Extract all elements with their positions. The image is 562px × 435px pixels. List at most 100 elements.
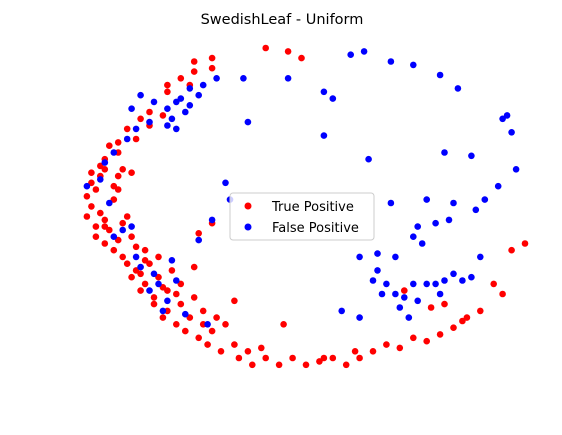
- point-true-positive-12: [137, 115, 144, 123]
- point-true-positive-81: [329, 354, 337, 362]
- point-true-positive-37: [119, 219, 126, 227]
- point-true-positive-104: [190, 263, 198, 271]
- point-true-positive-115: [110, 196, 118, 203]
- legend-label-true-positive: True Positive: [271, 200, 354, 215]
- point-true-positive-39: [101, 240, 109, 247]
- point-true-positive-18: [106, 142, 113, 149]
- point-true-positive-36: [106, 226, 113, 234]
- point-false-positive-76: [208, 216, 216, 224]
- point-true-positive-51: [141, 280, 149, 288]
- point-false-positive-62: [450, 270, 457, 278]
- legend-marker-false-positive: [244, 223, 252, 231]
- point-false-positive-93: [159, 307, 167, 315]
- point-true-positive-61: [190, 294, 198, 301]
- point-false-positive-18: [137, 91, 144, 99]
- point-true-positive-84: [369, 348, 377, 355]
- point-true-positive-65: [199, 307, 207, 315]
- point-true-positive-71: [217, 348, 225, 355]
- point-false-positive-46: [414, 223, 422, 230]
- point-true-positive-91: [463, 314, 471, 321]
- point-true-positive-89: [436, 331, 444, 338]
- point-true-positive-57: [177, 280, 185, 288]
- point-false-positive-8: [199, 81, 207, 89]
- point-true-positive-67: [195, 334, 202, 342]
- point-true-positive-88: [423, 337, 431, 345]
- point-true-positive-54: [137, 287, 144, 294]
- point-false-positive-40: [494, 182, 502, 190]
- point-true-positive-17: [132, 135, 140, 143]
- point-false-positive-22: [146, 118, 153, 126]
- point-true-positive-25: [119, 166, 126, 173]
- point-true-positive-46: [123, 260, 131, 268]
- point-true-positive-21: [88, 169, 95, 176]
- point-false-positive-30: [320, 88, 328, 96]
- point-true-positive-43: [119, 253, 126, 261]
- point-false-positive-86: [182, 310, 189, 318]
- point-true-positive-111: [213, 314, 220, 321]
- point-false-positive-91: [128, 223, 135, 230]
- point-false-positive-78: [168, 257, 176, 264]
- point-true-positive-15: [123, 125, 131, 133]
- point-true-positive-3: [208, 54, 216, 62]
- point-false-positive-28: [83, 182, 91, 190]
- point-true-positive-69: [222, 321, 229, 328]
- point-true-positive-1: [284, 48, 292, 55]
- point-true-positive-32: [97, 209, 104, 217]
- point-true-positive-85: [383, 341, 390, 348]
- point-true-positive-74: [235, 354, 243, 362]
- point-false-positive-37: [468, 152, 475, 160]
- point-true-positive-58: [150, 300, 158, 308]
- point-false-positive-43: [450, 199, 457, 207]
- point-true-positive-11: [146, 108, 153, 116]
- point-true-positive-8: [164, 81, 171, 89]
- point-true-positive-101: [114, 186, 122, 193]
- point-true-positive-30: [83, 193, 91, 200]
- points-layer: [83, 44, 529, 369]
- point-false-positive-29: [240, 75, 247, 82]
- point-true-positive-50: [128, 273, 135, 281]
- point-true-positive-110: [258, 344, 265, 352]
- point-false-positive-53: [356, 253, 363, 261]
- point-false-positive-69: [356, 314, 363, 321]
- point-true-positive-7: [177, 75, 185, 82]
- point-false-positive-49: [410, 233, 417, 240]
- point-true-positive-31: [88, 203, 95, 210]
- point-true-positive-49: [155, 253, 162, 261]
- point-false-positive-83: [150, 270, 158, 278]
- point-true-positive-93: [499, 290, 506, 298]
- point-false-positive-9: [186, 85, 194, 92]
- point-false-positive-47: [432, 219, 439, 227]
- point-true-positive-76: [262, 354, 270, 362]
- point-true-positive-24: [114, 172, 122, 180]
- point-false-positive-48: [445, 216, 453, 224]
- point-false-positive-89: [155, 280, 162, 288]
- point-false-positive-15: [164, 105, 171, 112]
- point-false-positive-6: [284, 75, 292, 82]
- point-false-positive-54: [374, 267, 381, 274]
- point-false-positive-58: [410, 280, 417, 288]
- point-false-positive-7: [213, 75, 220, 82]
- point-true-positive-62: [159, 314, 167, 321]
- point-true-positive-116: [101, 223, 109, 230]
- point-true-positive-98: [280, 321, 287, 328]
- point-false-positive-85: [164, 297, 171, 305]
- point-true-positive-35: [92, 223, 100, 230]
- point-true-positive-42: [110, 246, 118, 254]
- point-false-positive-39: [512, 166, 520, 173]
- point-false-positive-55: [383, 280, 390, 288]
- point-true-positive-82: [342, 361, 350, 369]
- point-false-positive-16: [168, 115, 176, 123]
- point-false-positive-44: [423, 196, 431, 203]
- point-false-positive-25: [110, 149, 118, 156]
- point-true-positive-114: [123, 213, 131, 220]
- point-true-positive-26: [128, 169, 135, 176]
- point-true-positive-72: [231, 341, 238, 348]
- point-false-positive-51: [392, 253, 399, 261]
- point-false-positive-32: [244, 118, 252, 126]
- point-true-positive-34: [101, 216, 109, 224]
- point-false-positive-20: [173, 125, 180, 133]
- chart-title: SwedishLeaf - Uniform: [201, 12, 364, 28]
- point-false-positive-31: [329, 95, 337, 102]
- point-false-positive-68: [378, 290, 386, 298]
- point-true-positive-96: [401, 287, 408, 294]
